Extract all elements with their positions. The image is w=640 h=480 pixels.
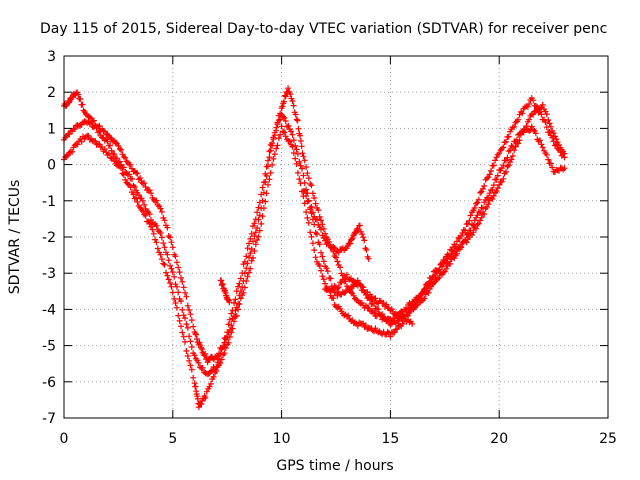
y-tick-label: 1 xyxy=(47,121,56,137)
series-markers xyxy=(61,101,568,378)
axis-ticks: 0 5 10 15 20 25 -7 -6 -5 -4 -3 -2 -1 0 1 2 3 xyxy=(42,49,617,447)
y-tick-label: -1 xyxy=(42,194,56,210)
x-tick-label: 0 xyxy=(60,431,69,447)
y-tick-label: -5 xyxy=(42,339,56,355)
x-tick-label: 5 xyxy=(168,431,177,447)
series-track-e xyxy=(322,271,416,327)
y-tick-label: 3 xyxy=(47,49,56,65)
y-tick-label: 0 xyxy=(47,158,56,174)
grid-lines xyxy=(64,56,608,418)
series-markers xyxy=(322,271,416,327)
y-tick-label: -4 xyxy=(42,302,56,318)
data-series xyxy=(61,85,568,411)
series-track-f xyxy=(217,277,233,306)
series-track-c xyxy=(61,101,568,378)
x-tick-label: 20 xyxy=(490,431,508,447)
y-axis-label: SDTVAR / TECUs xyxy=(7,180,23,295)
x-tick-label: 15 xyxy=(381,431,399,447)
series-track-d xyxy=(300,188,372,262)
series-markers xyxy=(300,188,372,262)
y-tick-label: 2 xyxy=(47,85,56,101)
y-tick-label: -7 xyxy=(42,411,56,427)
y-tick-label: -2 xyxy=(42,230,56,246)
x-axis-label: GPS time / hours xyxy=(276,458,393,474)
y-tick-label: -3 xyxy=(42,266,56,282)
x-tick-label: 25 xyxy=(599,431,617,447)
x-tick-label: 10 xyxy=(273,431,291,447)
series-track-b xyxy=(61,123,568,411)
series-markers xyxy=(217,277,233,306)
chart-title: Day 115 of 2015, Sidereal Day-to-day VTE… xyxy=(40,21,607,37)
y-tick-label: -6 xyxy=(42,375,56,391)
series-markers xyxy=(61,123,568,411)
